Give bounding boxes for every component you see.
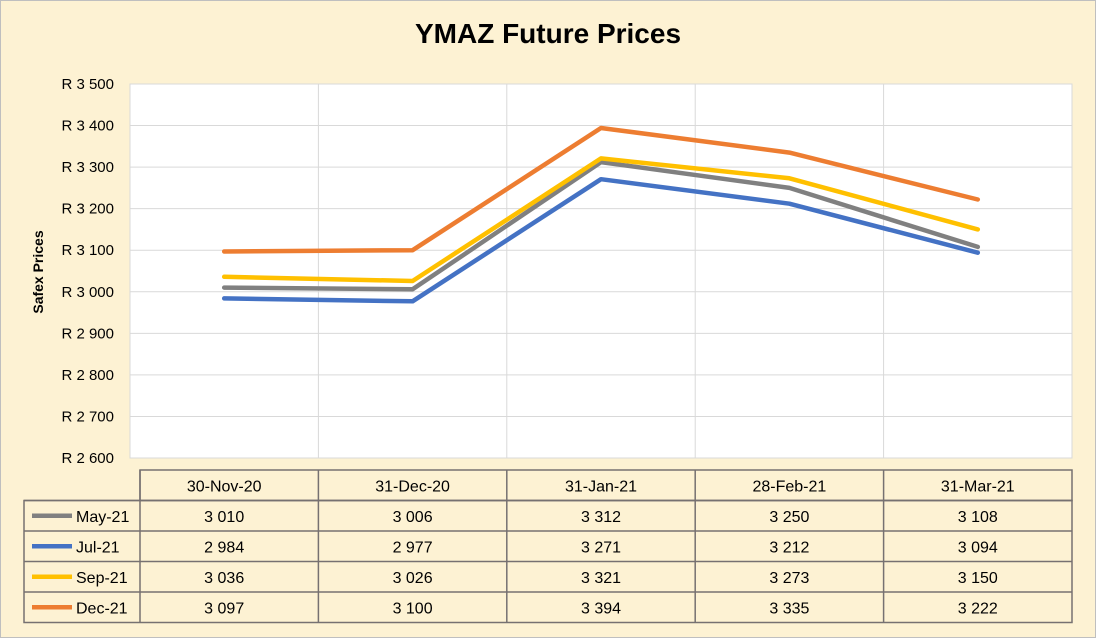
y-tick-label: R 2 800 bbox=[61, 367, 114, 384]
data-label: 3 312 bbox=[581, 509, 621, 526]
data-label: 3 271 bbox=[581, 539, 621, 556]
data-label: 3 212 bbox=[769, 539, 809, 556]
data-label: 3 010 bbox=[204, 509, 244, 526]
series-line-sep-21 bbox=[221, 156, 981, 284]
y-tick-label: R 3 100 bbox=[61, 242, 114, 259]
data-label: 3 394 bbox=[581, 600, 621, 617]
data-label: 3 097 bbox=[204, 600, 244, 617]
data-label: 3 036 bbox=[204, 570, 244, 587]
legend-label: Jul-21 bbox=[76, 539, 120, 556]
data-label: 3 250 bbox=[769, 509, 809, 526]
data-label: 3 094 bbox=[958, 539, 998, 556]
x-tick-label: 28-Feb-21 bbox=[752, 478, 826, 495]
y-tick-label: R 3 400 bbox=[61, 118, 114, 135]
x-tick-label: 30-Nov-20 bbox=[187, 478, 262, 495]
data-label: 3 335 bbox=[769, 600, 809, 617]
y-tick-label: R 2 600 bbox=[61, 450, 114, 467]
series-line-dec-21 bbox=[221, 125, 981, 254]
legend-label: May-21 bbox=[76, 509, 129, 526]
data-label: 3 100 bbox=[393, 600, 433, 617]
data-label: 3 006 bbox=[393, 509, 433, 526]
data-label: 3 222 bbox=[958, 600, 998, 617]
data-label: 3 150 bbox=[958, 570, 998, 587]
y-tick-label: R 2 900 bbox=[61, 325, 114, 342]
data-label: 2 984 bbox=[204, 539, 244, 556]
y-tick-label: R 3 500 bbox=[61, 76, 114, 93]
y-tick-label: R 3 200 bbox=[61, 201, 114, 218]
legend-label: Sep-21 bbox=[76, 570, 128, 587]
chart-title: YMAZ Future Prices bbox=[414, 18, 682, 49]
legend-label: Dec-21 bbox=[76, 600, 128, 617]
data-label: 3 273 bbox=[769, 570, 809, 587]
x-tick-label: 31-Mar-21 bbox=[941, 478, 1015, 495]
y-tick-label: R 2 700 bbox=[61, 408, 114, 425]
data-label: 3 108 bbox=[958, 509, 998, 526]
series-line-may-21 bbox=[221, 159, 981, 292]
plot-area bbox=[129, 83, 1073, 459]
x-tick-label: 31-Dec-20 bbox=[375, 478, 450, 495]
data-label: 2 977 bbox=[393, 539, 433, 556]
y-tick-label: R 3 000 bbox=[61, 284, 114, 301]
data-label: 3 026 bbox=[393, 570, 433, 587]
data-label: 3 321 bbox=[581, 570, 621, 587]
y-tick-label: R 3 300 bbox=[61, 159, 114, 176]
series-line-jul-21 bbox=[221, 176, 981, 304]
x-tick-label: 31-Jan-21 bbox=[565, 478, 637, 495]
